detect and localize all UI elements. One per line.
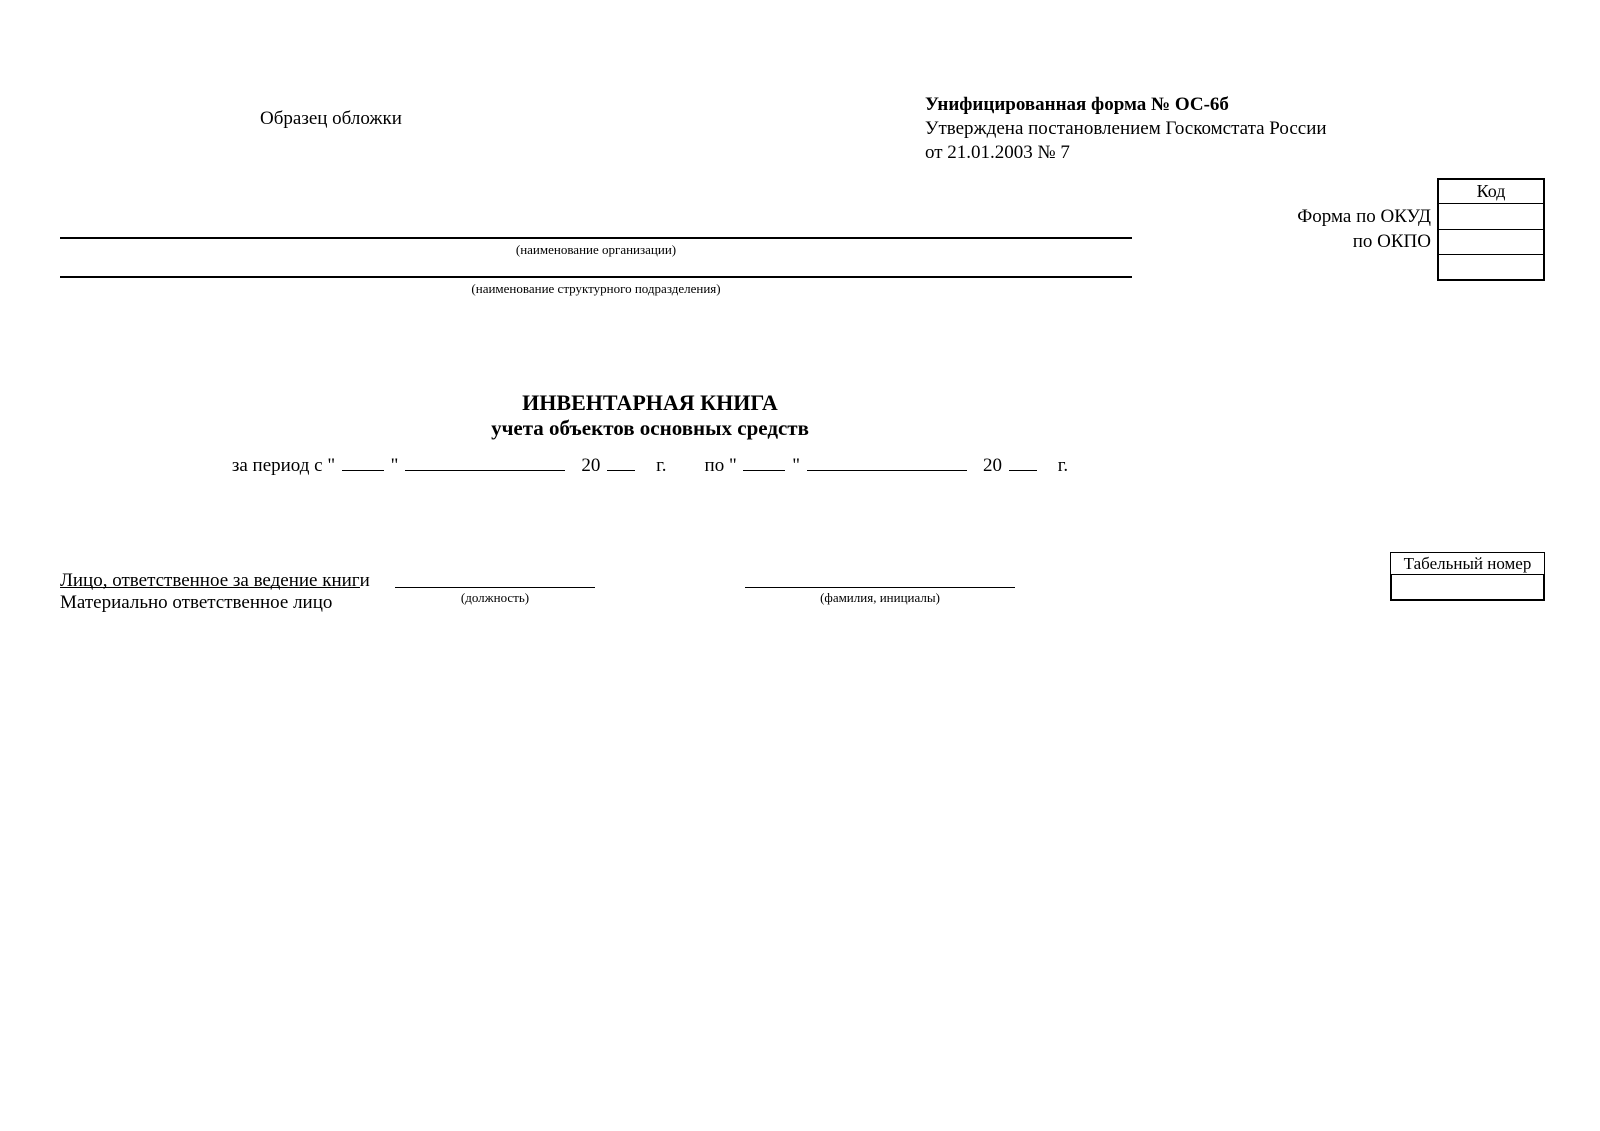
employee-number-box: Табельный номер — [1390, 552, 1545, 601]
codes-header-cell: Код — [1439, 180, 1543, 204]
position-fill-line — [395, 587, 595, 588]
okud-value-cell — [1439, 204, 1543, 229]
period-q2: " — [792, 455, 800, 476]
to-month-blank — [807, 452, 967, 471]
okpo-value-cell — [1439, 229, 1543, 254]
employee-number-value — [1390, 575, 1545, 601]
form-approval-block: Унифицированная форма № ОС-6б Утверждена… — [925, 93, 1327, 164]
period-20-from: 20 — [581, 455, 600, 476]
organization-caption: (наименование организации) — [60, 242, 1132, 258]
document-title: ИНВЕНТАРНАЯ КНИГА — [0, 390, 1300, 416]
cover-sample-label: Образец обложки — [260, 108, 402, 130]
period-q1: " — [391, 455, 399, 476]
fio-fill-line — [745, 587, 1015, 588]
from-month-blank — [405, 452, 565, 471]
extra-code-cell — [1439, 254, 1543, 279]
approval-text-1: Утверждена постановлением Госкомстата Ро… — [925, 117, 1327, 141]
codes-labels: Форма по ОКУД по ОКПО — [1297, 178, 1437, 254]
employee-number-header: Табельный номер — [1390, 552, 1545, 575]
approval-text-2: от 21.01.2003 № 7 — [925, 141, 1327, 165]
responsible-material-label: Материально ответственное лицо — [60, 592, 332, 614]
to-day-blank — [743, 452, 785, 471]
fio-caption: (фамилия, инициалы) — [745, 590, 1015, 606]
period-g-from: г. — [656, 455, 666, 476]
codes-table: Код — [1437, 178, 1545, 281]
label-okud: Форма по ОКУД — [1297, 204, 1431, 229]
responsible-divider-line — [60, 587, 360, 588]
department-caption: (наименование структурного подразделения… — [60, 281, 1132, 297]
label-okpo: по ОКПО — [1297, 229, 1431, 254]
department-fill-line — [60, 276, 1132, 278]
form-number: Унифицированная форма № ОС-6б — [925, 93, 1327, 117]
from-day-blank — [342, 452, 384, 471]
codes-section: Форма по ОКУД по ОКПО Код — [1297, 178, 1545, 281]
document-subtitle: учета объектов основных средств — [0, 416, 1300, 441]
position-caption: (должность) — [395, 590, 595, 606]
period-g-to: г. — [1058, 455, 1068, 476]
period-prefix: за период с " — [232, 455, 335, 476]
period-po: по " — [705, 455, 737, 476]
from-year-blank — [607, 452, 635, 471]
responsible-book-label: Лицо, ответственное за ведение книги — [60, 570, 370, 592]
period-row: за период с " " 20 г. по " " 20 г. — [0, 452, 1300, 477]
organization-fill-line — [60, 237, 1132, 239]
period-20-to: 20 — [983, 455, 1002, 476]
to-year-blank — [1009, 452, 1037, 471]
